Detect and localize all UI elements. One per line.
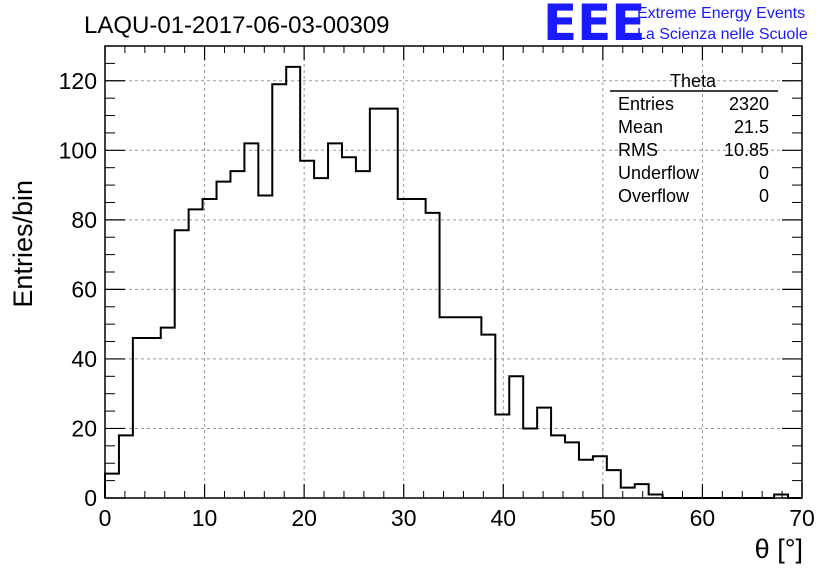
histogram-bin — [579, 460, 593, 498]
histogram-bin — [467, 317, 481, 498]
histogram-series — [104, 65, 802, 499]
x-tick-label: 50 — [590, 505, 616, 531]
histogram-bin — [328, 143, 342, 498]
x-tick-label: 30 — [391, 505, 417, 531]
chart-title: LAQU-01-2017-06-03-00309 — [84, 12, 390, 39]
stats-label: Entries — [618, 94, 674, 114]
histogram-bin — [147, 338, 161, 498]
histogram-bin — [523, 428, 537, 498]
histogram-bin — [230, 171, 244, 498]
histogram-bin — [551, 435, 565, 498]
grid-lines — [105, 46, 802, 498]
histogram-bin — [286, 67, 300, 498]
y-tick-label: 0 — [84, 485, 97, 511]
histogram-bin — [175, 230, 189, 498]
histogram-bin — [244, 143, 258, 498]
histogram-bin — [398, 199, 412, 498]
x-tick-labels: 0 10 20 30 40 50 60 70 — [99, 505, 815, 531]
y-tick-label: 20 — [71, 415, 97, 441]
histogram-bin — [426, 213, 440, 498]
stats-label: Overflow — [618, 186, 690, 206]
stats-label: Underflow — [618, 163, 700, 183]
stats-value: 0 — [759, 163, 769, 183]
histogram-bin — [133, 338, 147, 498]
stats-label: Mean — [618, 117, 663, 137]
histogram-bin — [370, 109, 384, 498]
histogram-bin — [342, 157, 356, 498]
histogram-bin — [607, 470, 621, 498]
histogram-bin — [300, 161, 314, 498]
stats-title: Theta — [670, 71, 717, 91]
stats-value: 10.85 — [724, 140, 769, 160]
logo-line1: Extreme Energy Events — [637, 5, 805, 22]
x-tick-label: 40 — [490, 505, 516, 531]
y-axis-title: Entries/bin — [8, 180, 38, 308]
y-tick-label: 100 — [59, 137, 97, 163]
histogram-bin — [314, 178, 328, 498]
logo-line2: La Scienza nelle Scuole — [637, 26, 808, 43]
histogram-outline — [104, 65, 802, 499]
stats-box: Theta Entries 2320 Mean 21.5 RMS 10.85 Underfl… — [610, 71, 778, 206]
x-tick-label: 20 — [291, 505, 317, 531]
y-tick-label: 120 — [59, 68, 97, 94]
histogram-bin — [412, 199, 426, 498]
stats-rows: Entries 2320 Mean 21.5 RMS 10.85 Underflow 0 Ove… — [618, 94, 769, 206]
y-tick-label: 40 — [71, 346, 97, 372]
y-tick-label: 80 — [71, 207, 97, 233]
histogram-bin — [189, 209, 203, 498]
x-tick-label: 60 — [690, 505, 716, 531]
stats-label: RMS — [618, 140, 658, 160]
stats-value: 2320 — [729, 94, 769, 114]
y-tick-labels: 0 20 40 60 80 100 120 — [59, 68, 97, 511]
histogram-bin — [356, 171, 370, 498]
x-axis-title: θ [°] — [755, 534, 803, 564]
x-tick-label: 70 — [789, 505, 815, 531]
histogram-bin — [272, 84, 286, 498]
histogram-bin — [217, 182, 231, 498]
histogram-bin — [119, 435, 133, 498]
histogram-bin — [593, 456, 607, 498]
histogram-bin — [537, 408, 551, 498]
eee-logo: EEE Extreme Energy Events La Scienza nel… — [543, 0, 808, 52]
histogram-bin — [384, 109, 398, 498]
y-tick-label: 60 — [71, 276, 97, 302]
x-tick-label: 0 — [99, 505, 112, 531]
histogram-bin — [440, 317, 454, 498]
plot-frame — [104, 45, 803, 499]
histogram-bin — [495, 415, 509, 498]
histogram-bin — [258, 196, 272, 498]
histogram-bin — [203, 199, 217, 498]
x-tick-label: 10 — [192, 505, 218, 531]
histogram-bin — [635, 484, 649, 498]
histogram-bin — [454, 317, 468, 498]
logo-mark: EEE — [543, 0, 645, 52]
stats-value: 0 — [759, 186, 769, 206]
stats-value: 21.5 — [734, 117, 769, 137]
histogram-bin — [509, 376, 523, 498]
histogram-bin — [565, 442, 579, 498]
histogram-bin — [105, 474, 119, 498]
histogram-bin — [161, 328, 175, 498]
histogram-bin — [481, 335, 495, 498]
